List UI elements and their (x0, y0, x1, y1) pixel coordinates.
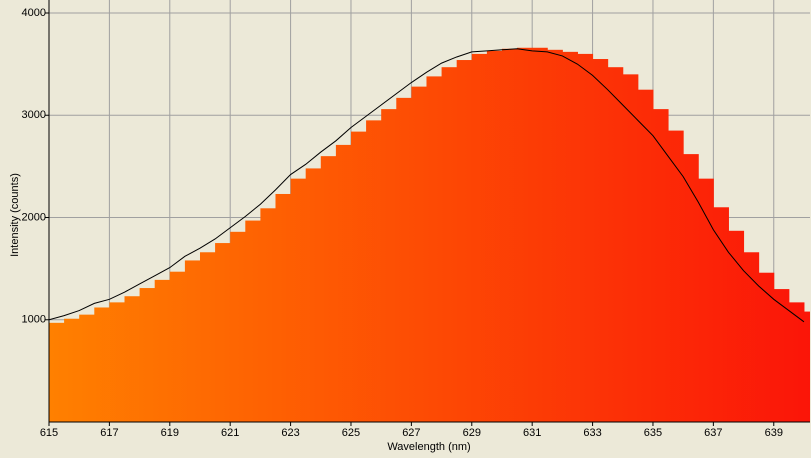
bar (79, 314, 95, 422)
bar (486, 50, 503, 422)
bar (683, 154, 699, 422)
bar (245, 220, 261, 422)
bar (154, 279, 171, 422)
x-tick-label: 615 (40, 427, 58, 439)
bar (637, 89, 654, 422)
plot-area (49, 47, 810, 422)
x-tick-label: 617 (100, 427, 118, 439)
bar (260, 208, 276, 422)
bar (366, 120, 382, 422)
bar (64, 318, 80, 422)
bar (381, 109, 397, 422)
bar (335, 144, 352, 422)
bar (290, 178, 307, 422)
bar (803, 311, 810, 422)
x-tick-label: 637 (704, 427, 722, 439)
x-tick-label: 623 (281, 427, 299, 439)
bar (184, 260, 201, 422)
bar (758, 272, 775, 422)
bar (547, 49, 563, 422)
bar (743, 252, 760, 422)
x-tick-label: 629 (463, 427, 481, 439)
x-axis-label: Wavelength (nm) (387, 441, 470, 453)
bar (350, 131, 367, 422)
y-axis-label: Intensity (counts) (9, 173, 21, 257)
x-tick-label: 625 (342, 427, 360, 439)
bar (169, 271, 186, 422)
bar (426, 76, 443, 422)
y-tick-label: 2000 (22, 211, 46, 223)
x-tick-label: 639 (765, 427, 783, 439)
bar (652, 109, 669, 422)
bar (668, 130, 684, 422)
bar (411, 86, 427, 422)
bar (501, 48, 518, 422)
bar (577, 53, 594, 422)
bar (788, 302, 805, 422)
bar (275, 193, 292, 422)
bar (532, 47, 548, 422)
bar (773, 289, 790, 422)
bar (124, 296, 141, 422)
x-tick-label: 633 (583, 427, 601, 439)
bar (320, 156, 337, 422)
bar (562, 51, 578, 422)
spectrum-line (49, 48, 805, 323)
bar (607, 67, 624, 422)
bar (199, 252, 216, 422)
bar (109, 302, 125, 422)
bar (713, 207, 729, 422)
bar (456, 60, 473, 422)
bar (305, 168, 322, 422)
bar (230, 231, 246, 422)
bar (592, 59, 609, 422)
x-tick-label: 627 (402, 427, 420, 439)
x-tick-label: 621 (221, 427, 239, 439)
bar (215, 243, 231, 422)
y-tick-label: 3000 (22, 109, 46, 121)
bar (49, 322, 65, 422)
bar (517, 47, 533, 422)
y-tick-label: 1000 (22, 314, 46, 326)
bar (94, 307, 110, 422)
x-tick-label: 635 (644, 427, 662, 439)
x-tick-label: 619 (161, 427, 179, 439)
bar (698, 178, 714, 422)
bar (139, 288, 156, 422)
bar (728, 230, 745, 422)
bar (471, 53, 488, 422)
bar (622, 74, 639, 422)
y-tick-label: 4000 (22, 7, 46, 19)
bar (396, 97, 412, 422)
bar (441, 67, 458, 422)
x-tick-label: 631 (523, 427, 541, 439)
